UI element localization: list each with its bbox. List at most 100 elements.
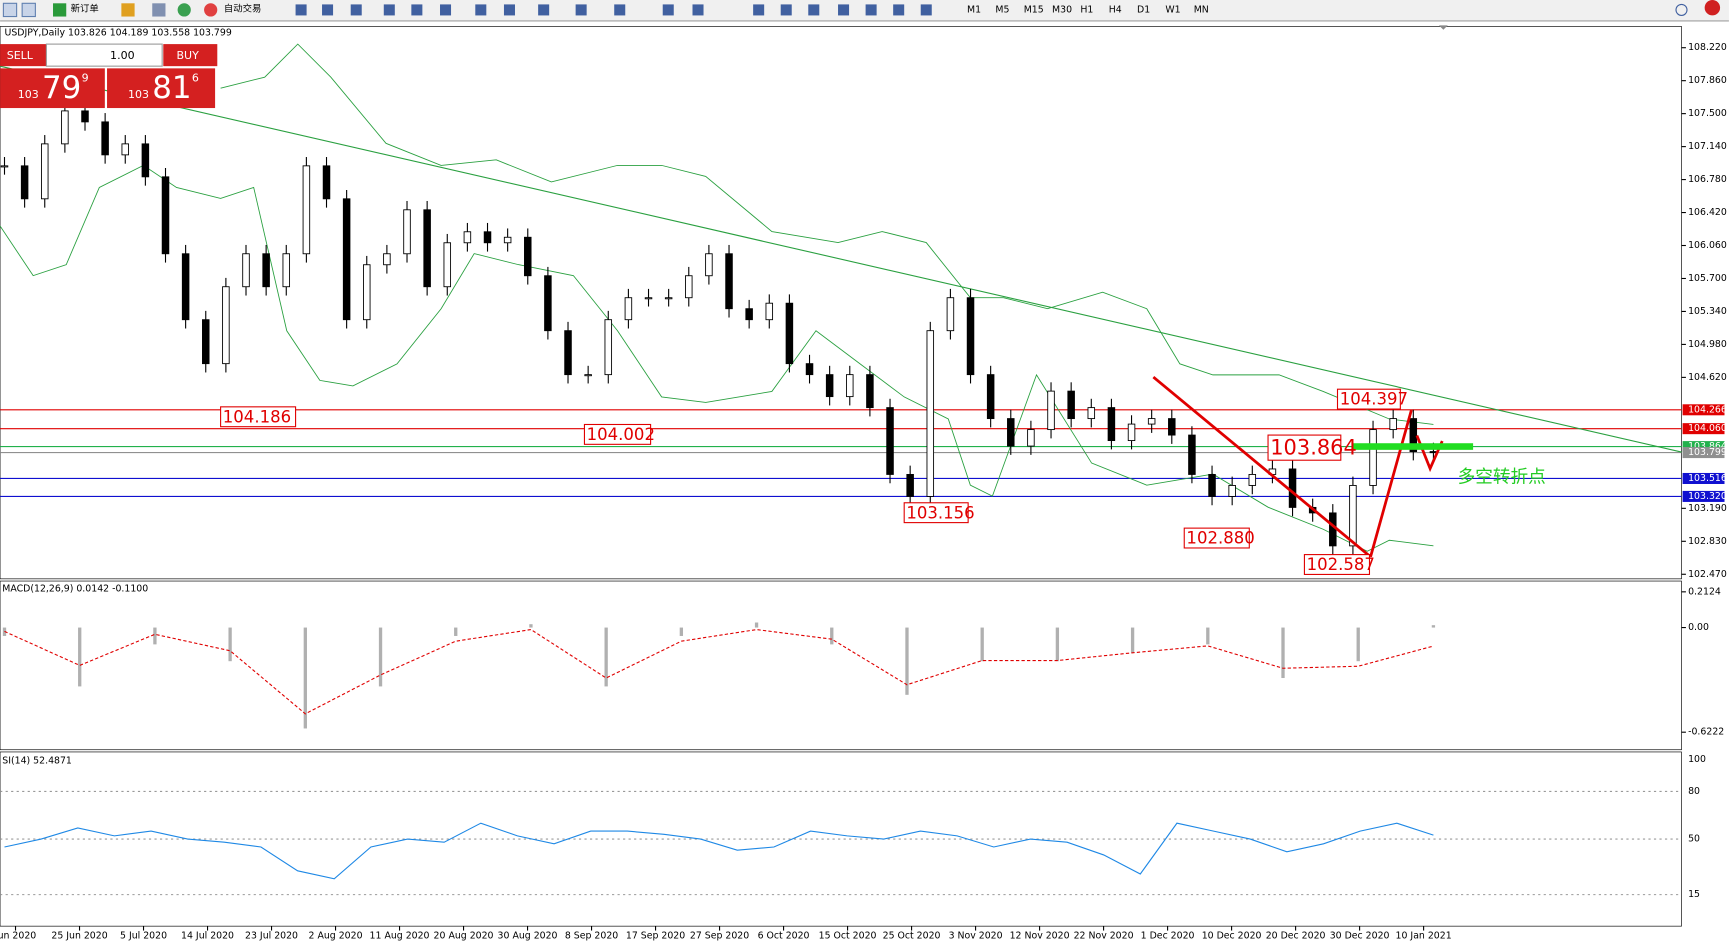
candle bbox=[1087, 407, 1096, 420]
icon[interactable] bbox=[503, 4, 515, 16]
new-order-icon[interactable] bbox=[53, 3, 67, 17]
macd-bar bbox=[1130, 627, 1135, 653]
icon[interactable] bbox=[411, 4, 423, 16]
candle bbox=[242, 253, 250, 288]
annotation: 103.156 bbox=[906, 503, 974, 522]
turning-zone bbox=[1351, 443, 1474, 450]
sell-point[interactable]: 9 bbox=[82, 71, 89, 84]
buy-pips[interactable]: 81 bbox=[152, 70, 191, 106]
buy-button[interactable] bbox=[163, 44, 218, 67]
y-tick-label: 102.830 bbox=[1688, 536, 1727, 547]
sell-price-box[interactable] bbox=[0, 68, 105, 109]
icon[interactable] bbox=[152, 3, 166, 17]
timeframe-button[interactable]: M15 bbox=[1024, 4, 1044, 15]
icon[interactable] bbox=[295, 4, 307, 16]
candle bbox=[1007, 418, 1015, 447]
icon[interactable] bbox=[692, 4, 704, 16]
turning-note: 多空转折点 bbox=[1458, 466, 1546, 487]
annotation: 103.864 bbox=[1270, 436, 1357, 460]
candle bbox=[1208, 474, 1216, 497]
candle bbox=[805, 363, 814, 376]
icon[interactable] bbox=[808, 4, 820, 16]
rsi-line bbox=[4, 822, 1434, 880]
icon[interactable] bbox=[662, 4, 674, 16]
icon[interactable] bbox=[177, 3, 191, 17]
auto-trading-icon[interactable] bbox=[204, 3, 218, 17]
icon[interactable] bbox=[614, 4, 626, 16]
timeframe-button[interactable]: M5 bbox=[995, 4, 1009, 15]
timeframe-button[interactable]: M30 bbox=[1052, 4, 1072, 15]
y-tick-label: 107.140 bbox=[1688, 141, 1727, 152]
timeframe-button[interactable]: M1 bbox=[967, 4, 981, 15]
date-label: Jun 2020 bbox=[0, 931, 36, 942]
timeframe-button[interactable]: MN bbox=[1194, 4, 1209, 15]
timeframe-button[interactable]: H4 bbox=[1109, 4, 1122, 15]
icon[interactable] bbox=[322, 4, 334, 16]
candle bbox=[443, 242, 452, 288]
icon[interactable] bbox=[753, 4, 765, 16]
icon[interactable] bbox=[575, 4, 587, 16]
icon[interactable] bbox=[893, 4, 905, 16]
rsi: 100 80 50 15 bbox=[0, 754, 1706, 900]
candle bbox=[584, 374, 592, 377]
search-icon[interactable] bbox=[1675, 3, 1688, 16]
macd-bar bbox=[1356, 627, 1360, 662]
candle bbox=[1047, 390, 1055, 431]
candle bbox=[20, 165, 29, 200]
candle bbox=[1329, 512, 1337, 547]
icon[interactable] bbox=[21, 2, 36, 18]
icon[interactable] bbox=[475, 4, 487, 16]
icon[interactable] bbox=[865, 4, 877, 16]
y-tick-label: 106.420 bbox=[1688, 207, 1727, 218]
buy-point[interactable]: 6 bbox=[192, 71, 199, 84]
icon[interactable] bbox=[350, 4, 362, 16]
buy-big[interactable]: 103 bbox=[128, 88, 149, 101]
y-tick-label: 102.470 bbox=[1688, 569, 1727, 580]
icon[interactable] bbox=[838, 4, 850, 16]
auto-trading[interactable]: 自动交易 bbox=[224, 2, 261, 14]
candle bbox=[41, 143, 49, 200]
icon[interactable] bbox=[920, 4, 932, 16]
macd-bar bbox=[1206, 627, 1210, 645]
candle bbox=[322, 165, 331, 200]
toolbar bbox=[0, 0, 1729, 21]
icon[interactable] bbox=[780, 4, 792, 16]
icon[interactable] bbox=[383, 4, 395, 16]
icon[interactable] bbox=[538, 4, 550, 16]
y-tick-label: 0.00 bbox=[1688, 622, 1709, 633]
y-tick-label: 107.860 bbox=[1688, 75, 1727, 86]
sell-button[interactable] bbox=[0, 44, 47, 67]
notification-icon[interactable] bbox=[1704, 0, 1721, 16]
levels: 108.220 107.860 107.500 107.140 106.780 106.4… bbox=[0, 42, 1727, 580]
new-order[interactable]: 新订单 bbox=[71, 2, 99, 14]
date-label: 8 Sep 2020 bbox=[565, 931, 618, 942]
lots-input[interactable] bbox=[45, 43, 163, 67]
sell-big[interactable]: 103 bbox=[18, 88, 39, 101]
icon[interactable] bbox=[121, 3, 135, 17]
candle bbox=[202, 319, 210, 365]
candle bbox=[181, 253, 190, 321]
sell-label[interactable]: SELL bbox=[7, 49, 34, 62]
candle bbox=[785, 302, 794, 365]
candle bbox=[846, 374, 854, 398]
y-tick-label: 100 bbox=[1688, 754, 1706, 765]
candle bbox=[544, 275, 552, 332]
candle bbox=[463, 231, 472, 244]
timeframe-button[interactable]: W1 bbox=[1165, 4, 1180, 15]
lots[interactable]: 1.00 bbox=[110, 49, 135, 62]
timeframe-button[interactable]: H1 bbox=[1080, 4, 1093, 15]
sell-pips[interactable]: 79 bbox=[42, 70, 81, 106]
annotation: 102.880 bbox=[1186, 529, 1254, 548]
candle bbox=[1248, 474, 1257, 486]
candle bbox=[1349, 484, 1357, 547]
buy-label[interactable]: BUY bbox=[177, 49, 200, 62]
level-tag bbox=[1682, 447, 1725, 459]
macd-bar bbox=[228, 627, 232, 662]
buy-price-box[interactable] bbox=[107, 68, 216, 109]
icon[interactable] bbox=[440, 4, 452, 16]
date-label: 25 Oct 2020 bbox=[883, 931, 941, 942]
icon[interactable] bbox=[2, 2, 18, 18]
y-tick-label: 104.980 bbox=[1688, 339, 1727, 350]
candle bbox=[302, 165, 311, 255]
timeframe-button[interactable]: D1 bbox=[1137, 4, 1150, 15]
